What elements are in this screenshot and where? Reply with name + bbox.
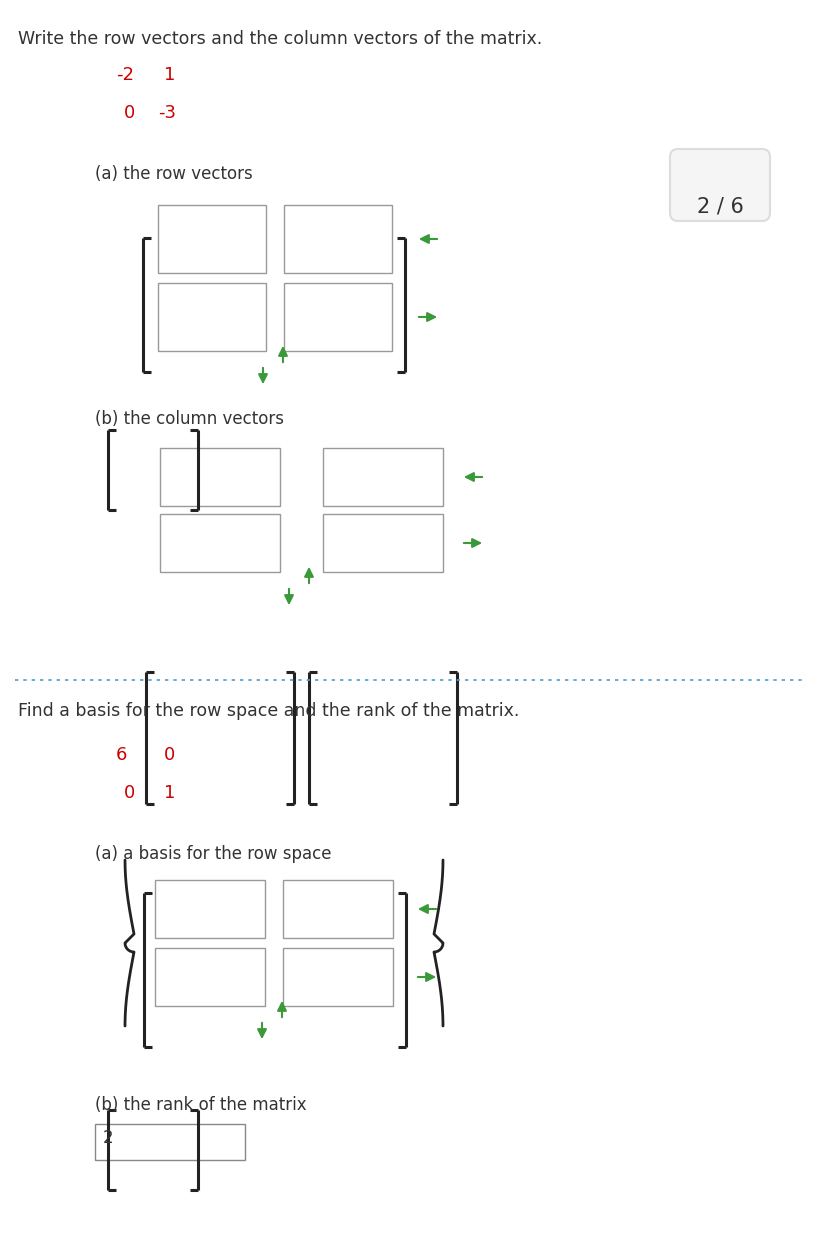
Text: Find a basis for the row space and the rank of the matrix.: Find a basis for the row space and the r… — [18, 701, 520, 720]
Text: (b) the column vectors: (b) the column vectors — [95, 411, 284, 428]
Text: 0: 0 — [164, 746, 175, 764]
Bar — [158, 283, 266, 351]
Bar — [158, 205, 266, 273]
Text: (b) the rank of the matrix: (b) the rank of the matrix — [95, 1096, 306, 1114]
Bar — [160, 448, 280, 505]
Bar — [323, 514, 443, 572]
Text: 0: 0 — [124, 784, 135, 802]
Text: Write the row vectors and the column vectors of the matrix.: Write the row vectors and the column vec… — [18, 30, 542, 47]
Text: 0: 0 — [124, 104, 135, 122]
Bar — [283, 948, 393, 1006]
Text: 1: 1 — [164, 784, 176, 802]
Bar — [155, 948, 265, 1006]
Bar — [155, 880, 265, 938]
FancyBboxPatch shape — [670, 149, 770, 221]
Text: 1: 1 — [164, 66, 176, 84]
Bar — [284, 283, 392, 351]
Bar — [95, 1124, 245, 1159]
Text: 2 / 6: 2 / 6 — [696, 197, 744, 217]
Bar — [284, 205, 392, 273]
Text: (a) a basis for the row space: (a) a basis for the row space — [95, 845, 332, 864]
Text: (a) the row vectors: (a) the row vectors — [95, 165, 253, 183]
Text: 2: 2 — [103, 1129, 113, 1147]
Bar — [323, 448, 443, 505]
Bar — [283, 880, 393, 938]
Text: 6: 6 — [116, 746, 127, 764]
Bar — [160, 514, 280, 572]
Text: -3: -3 — [158, 104, 176, 122]
Text: -2: -2 — [116, 66, 134, 84]
